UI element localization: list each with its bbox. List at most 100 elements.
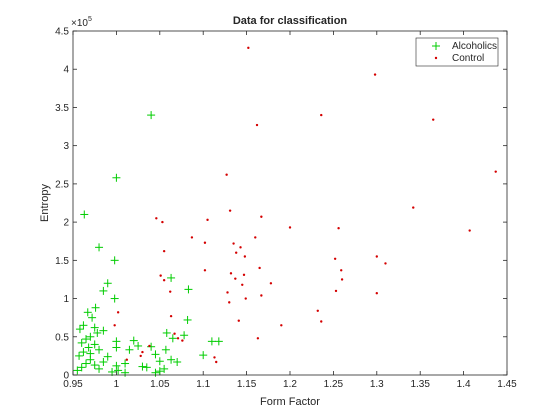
data-point-control [316,309,319,312]
x-tick-label: 1.35 [410,379,430,390]
data-point-alcoholics [91,303,100,312]
y-tick-label: 4 [63,65,69,76]
data-point-alcoholics [90,340,99,349]
data-point-alcoholics [75,351,84,360]
y-axis-exponent: ×10 5 [71,16,92,29]
y-exponent-power: 5 [88,16,92,23]
y-tick-label: 4.5 [55,27,69,38]
data-point-alcoholics [99,286,108,295]
data-point-control [213,356,216,359]
data-point-control [141,350,144,354]
data-point-alcoholics [207,337,216,346]
data-point-control [159,274,162,277]
data-point-control [288,226,292,229]
data-point-alcoholics [167,273,176,282]
data-point-alcoholics [103,352,112,361]
plot-area [73,31,507,375]
data-point-control [256,337,260,340]
data-point-control [320,320,323,323]
data-point-control [155,217,158,220]
data-point-alcoholics [80,210,89,219]
x-tick-label: 1.3 [370,379,384,390]
y-tick-label: 0 [63,371,69,382]
data-point-alcoholics [162,328,171,337]
data-point-control [375,255,378,258]
x-tick-label: 1.05 [150,379,170,390]
data-point-control [139,354,142,358]
data-point-alcoholics [77,338,86,347]
data-point-control [241,283,244,286]
data-point-control [181,339,184,342]
data-point-control [243,255,247,258]
data-point-control [340,269,343,272]
data-point-control [247,46,250,50]
data-point-alcoholics [95,345,104,354]
data-point-control [226,291,229,294]
data-point-alcoholics [160,364,169,373]
plot-frame [72,30,508,376]
data-point-control [375,292,378,295]
y-tick-label: 1.5 [55,256,69,267]
x-tick-label: 1.25 [324,379,344,390]
data-point-alcoholics [147,111,156,120]
data-point-alcoholics [183,315,192,324]
data-point-alcoholics [112,343,121,352]
data-point-alcoholics [155,367,164,376]
x-tick-label: 0.95 [63,379,83,390]
data-point-alcoholics [83,308,92,317]
legend-box [415,37,499,67]
data-point-alcoholics [110,294,119,303]
data-point-control [337,227,340,230]
y-tick-label: 2 [63,218,69,229]
data-point-alcoholics [147,342,156,351]
data-point-alcoholics [99,326,108,335]
data-point-alcoholics [79,348,88,357]
y-tick-label: 3.5 [55,103,69,114]
y-exponent-base: ×10 [71,18,88,29]
data-point-alcoholics [173,358,182,367]
x-axis-label: Form Factor [260,396,320,408]
legend-marker-control [434,56,438,60]
data-point-control [113,324,116,327]
data-point-control [125,358,129,361]
data-point-control [162,249,166,253]
data-point-alcoholics [88,313,97,322]
data-point-alcoholics [168,334,177,343]
data-point-alcoholics [95,243,104,252]
data-point-alcoholics [112,361,121,370]
data-point-control [173,332,176,335]
data-point-control [260,215,263,218]
data-point-control [234,251,238,254]
data-point-alcoholics [90,323,99,332]
data-point-control [237,319,240,322]
data-point-control [494,170,497,173]
data-point-control [373,73,377,76]
x-tick-label: 1.15 [237,379,257,390]
data-point-alcoholics [125,345,134,354]
data-point-alcoholics [95,364,104,373]
y-tick-label: 3 [63,141,69,152]
y-axis-label: Entropy [39,184,51,222]
data-point-control [280,324,283,327]
data-point-control [169,314,173,318]
data-point-alcoholics [110,256,119,265]
legend: Alcoholics Control [415,37,499,67]
data-point-control [229,272,233,275]
data-point-alcoholics [73,366,82,375]
data-points [73,46,497,377]
legend-label-alcoholics: Alcoholics [452,41,497,52]
data-point-control [116,311,120,314]
data-point-alcoholics [134,341,143,350]
data-point-control [162,279,166,282]
data-point-alcoholics [84,343,93,352]
x-tick-label: 1.4 [457,379,471,390]
data-point-alcoholics [86,332,95,341]
data-point-control [242,273,246,277]
x-tick-label: 1.1 [196,379,210,390]
x-axis-ticks: 0.95 1 1.05 1.1 1.15 1.2 1.25 1.3 1.35 1.4 1.45 [63,31,517,390]
data-point-control [228,209,232,212]
data-point-alcoholics [180,331,189,340]
data-point-alcoholics [114,366,123,375]
data-point-alcoholics [86,349,95,358]
